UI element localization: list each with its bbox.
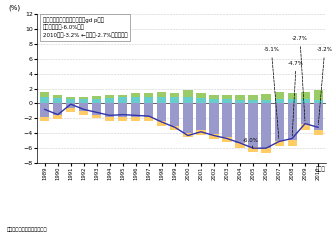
Bar xyxy=(40,103,49,117)
Bar xyxy=(197,98,206,103)
Bar xyxy=(249,147,258,152)
Bar xyxy=(144,117,154,121)
Bar xyxy=(197,93,206,98)
Bar xyxy=(79,103,88,111)
Bar xyxy=(183,103,193,133)
Bar xyxy=(300,123,310,130)
Bar xyxy=(249,103,258,147)
Bar xyxy=(40,97,49,103)
Bar xyxy=(118,97,127,103)
Bar xyxy=(170,126,179,130)
Bar xyxy=(249,95,258,100)
Bar xyxy=(105,95,114,98)
Bar xyxy=(236,95,245,100)
Bar xyxy=(144,103,154,117)
Text: (%): (%) xyxy=(8,4,20,11)
Bar xyxy=(288,103,297,140)
Bar xyxy=(170,93,179,97)
Bar xyxy=(66,97,75,99)
Bar xyxy=(92,115,101,118)
Bar xyxy=(183,133,193,137)
Bar xyxy=(222,103,232,137)
Bar xyxy=(144,97,154,103)
Bar xyxy=(313,103,323,130)
Bar xyxy=(197,103,206,130)
Bar xyxy=(157,103,166,121)
Bar xyxy=(183,97,193,103)
Bar xyxy=(275,103,284,141)
Text: 資料：米国商務省から作成。: 資料：米国商務省から作成。 xyxy=(7,227,47,232)
Bar xyxy=(261,100,270,103)
Bar xyxy=(66,99,75,103)
Bar xyxy=(131,117,140,121)
Bar xyxy=(118,95,127,97)
Text: -6.0%: -6.0% xyxy=(243,138,258,148)
Text: -4.7%: -4.7% xyxy=(288,61,304,136)
Bar xyxy=(288,99,297,103)
Bar xyxy=(53,95,62,98)
Bar xyxy=(53,103,62,115)
Bar xyxy=(236,100,245,103)
Bar xyxy=(40,92,49,97)
Bar xyxy=(131,97,140,103)
Text: （年）: （年） xyxy=(316,166,326,172)
Bar xyxy=(40,117,49,121)
Bar xyxy=(170,103,179,126)
Bar xyxy=(157,97,166,103)
Bar xyxy=(313,90,323,100)
Bar xyxy=(144,93,154,97)
Bar xyxy=(66,103,75,108)
Bar xyxy=(157,121,166,126)
Bar xyxy=(79,111,88,115)
Bar xyxy=(300,92,310,99)
Text: -5.1%: -5.1% xyxy=(263,47,279,139)
Bar xyxy=(222,95,232,99)
Bar xyxy=(222,137,232,142)
Bar xyxy=(209,103,218,134)
Bar xyxy=(92,96,101,99)
Bar xyxy=(79,99,88,103)
Bar xyxy=(209,134,218,139)
Bar xyxy=(79,97,88,99)
Bar xyxy=(170,97,179,103)
Bar xyxy=(92,103,101,115)
Bar xyxy=(261,148,270,153)
Bar xyxy=(261,103,270,148)
Bar xyxy=(209,95,218,99)
Bar xyxy=(300,103,310,123)
Text: -2.7%: -2.7% xyxy=(292,36,308,121)
Bar xyxy=(209,99,218,103)
Bar xyxy=(249,100,258,103)
Bar xyxy=(157,92,166,97)
Text: -3.2%: -3.2% xyxy=(317,47,333,125)
Bar xyxy=(288,140,297,146)
Bar xyxy=(105,103,114,117)
Bar xyxy=(313,100,323,103)
Bar xyxy=(275,141,284,146)
Bar xyxy=(118,103,127,117)
Bar xyxy=(197,130,206,135)
Bar xyxy=(236,103,245,143)
Bar xyxy=(131,93,140,97)
Bar xyxy=(288,93,297,99)
Bar xyxy=(66,108,75,112)
Bar xyxy=(118,117,127,121)
Bar xyxy=(261,94,270,100)
Bar xyxy=(105,98,114,103)
Bar xyxy=(183,90,193,97)
Bar xyxy=(300,99,310,103)
Bar xyxy=(236,143,245,148)
Bar xyxy=(275,92,284,99)
Bar xyxy=(53,115,62,119)
Bar xyxy=(275,99,284,103)
Bar xyxy=(131,103,140,117)
Text: 米国の経常収支赤字（対名目gd p比）
危機前：最大-6.0%程度
2010年：-3.2% ←前年（-2.7%）から拡大: 米国の経常収支赤字（対名目gd p比） 危機前：最大-6.0%程度 2010年：… xyxy=(43,17,127,38)
Bar xyxy=(105,117,114,121)
Bar xyxy=(222,99,232,103)
Bar xyxy=(313,130,323,135)
Bar xyxy=(92,99,101,103)
Bar xyxy=(53,98,62,103)
